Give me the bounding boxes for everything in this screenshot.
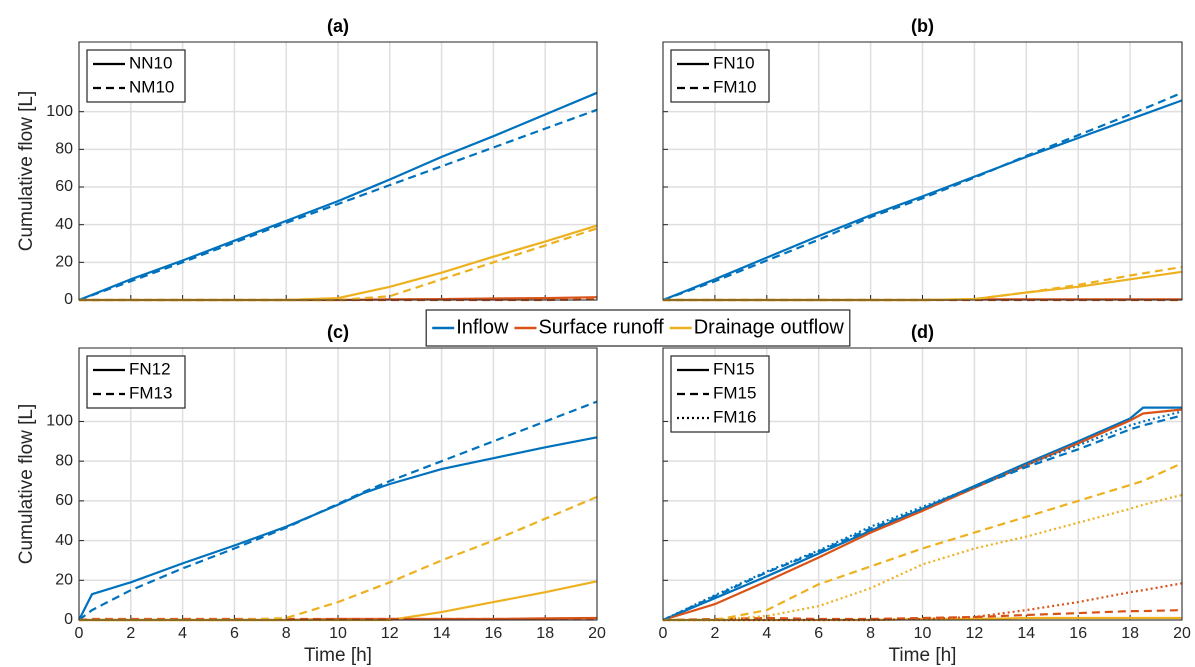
data-line bbox=[663, 493, 1183, 622]
y-tick-label: 80 bbox=[55, 452, 73, 469]
x-tick-label: 8 bbox=[866, 625, 875, 642]
x-tick-label: 0 bbox=[75, 625, 84, 642]
x-tick-label: 2 bbox=[710, 625, 719, 642]
y-tick-label: 0 bbox=[64, 291, 73, 308]
x-tick-label: 18 bbox=[1121, 625, 1139, 642]
x-tick-label: 6 bbox=[814, 625, 823, 642]
y-tick-label: 40 bbox=[55, 532, 73, 549]
x-tick-label: 14 bbox=[433, 625, 451, 642]
x-tick-label: 2 bbox=[126, 625, 135, 642]
panel-title: (a) bbox=[327, 16, 349, 36]
data-line bbox=[78, 108, 598, 302]
y-axis-label: Cumulative flow [L] bbox=[16, 91, 37, 252]
data-line bbox=[663, 265, 1183, 302]
legend-label: FM16 bbox=[713, 407, 756, 426]
legend-label: FM10 bbox=[713, 77, 756, 96]
x-tick-label: 6 bbox=[230, 625, 239, 642]
y-axis-label: Cumulative flow [L] bbox=[16, 404, 37, 565]
y-tick-label: 60 bbox=[55, 178, 73, 195]
legend-label: FM13 bbox=[129, 383, 172, 402]
x-tick-label: 4 bbox=[178, 625, 187, 642]
x-tick-label: 10 bbox=[914, 625, 932, 642]
data-line bbox=[78, 91, 598, 302]
x-tick-label: 14 bbox=[1017, 625, 1035, 642]
x-tick-label: 16 bbox=[485, 625, 503, 642]
x-axis-label: Time [h] bbox=[889, 645, 957, 666]
x-tick-label: 16 bbox=[1069, 625, 1087, 642]
data-line bbox=[662, 414, 1183, 621]
shared-legend-label: Drainage outflow bbox=[694, 316, 845, 338]
shared-legend-label: Surface runoff bbox=[538, 316, 664, 338]
x-axis-label: Time [h] bbox=[304, 645, 372, 666]
data-line bbox=[662, 410, 1183, 621]
x-tick-label: 8 bbox=[282, 625, 291, 642]
x-tick-label: 18 bbox=[536, 625, 554, 642]
y-tick-label: 20 bbox=[55, 572, 73, 589]
shared-legend-label: Inflow bbox=[456, 316, 509, 338]
shared-legend-box bbox=[425, 309, 851, 347]
data-line bbox=[78, 400, 598, 621]
legend-box bbox=[670, 355, 770, 433]
y-tick-label: 80 bbox=[55, 141, 73, 158]
x-tick-label: 12 bbox=[966, 625, 984, 642]
axes-box bbox=[662, 41, 1183, 301]
y-tick-label: 100 bbox=[46, 103, 73, 120]
legend-label: NM10 bbox=[129, 77, 174, 96]
panel-title: (b) bbox=[911, 16, 934, 36]
panel-title: (c) bbox=[327, 322, 349, 342]
y-tick-label: 40 bbox=[55, 216, 73, 233]
data-line bbox=[78, 436, 598, 621]
legend-label: NN10 bbox=[129, 53, 172, 72]
axes-box bbox=[78, 347, 598, 621]
x-tick-label: 20 bbox=[588, 625, 606, 642]
legend-label: FN15 bbox=[713, 359, 755, 378]
y-tick-label: 100 bbox=[46, 413, 73, 430]
axes-box bbox=[662, 347, 1183, 621]
data-line bbox=[663, 462, 1183, 622]
data-line bbox=[662, 408, 1183, 622]
panel-title: (d) bbox=[911, 322, 934, 342]
x-tick-label: 0 bbox=[659, 625, 668, 642]
x-tick-label: 12 bbox=[381, 625, 399, 642]
legend-label: FM15 bbox=[713, 383, 756, 402]
legend-box bbox=[86, 355, 186, 409]
x-tick-label: 20 bbox=[1173, 625, 1191, 642]
data-line bbox=[662, 609, 1183, 622]
legend-label: FN10 bbox=[713, 53, 755, 72]
data-line bbox=[662, 91, 1183, 302]
x-tick-label: 10 bbox=[329, 625, 347, 642]
data-line bbox=[662, 99, 1183, 302]
legend-box bbox=[670, 49, 770, 103]
legend-box bbox=[86, 49, 186, 103]
y-tick-label: 0 bbox=[64, 611, 73, 628]
y-tick-label: 60 bbox=[55, 492, 73, 509]
data-line bbox=[79, 495, 598, 622]
y-tick-label: 20 bbox=[55, 254, 73, 271]
x-tick-label: 4 bbox=[762, 625, 771, 642]
axes-box bbox=[78, 41, 598, 301]
legend-label: FN12 bbox=[129, 359, 171, 378]
